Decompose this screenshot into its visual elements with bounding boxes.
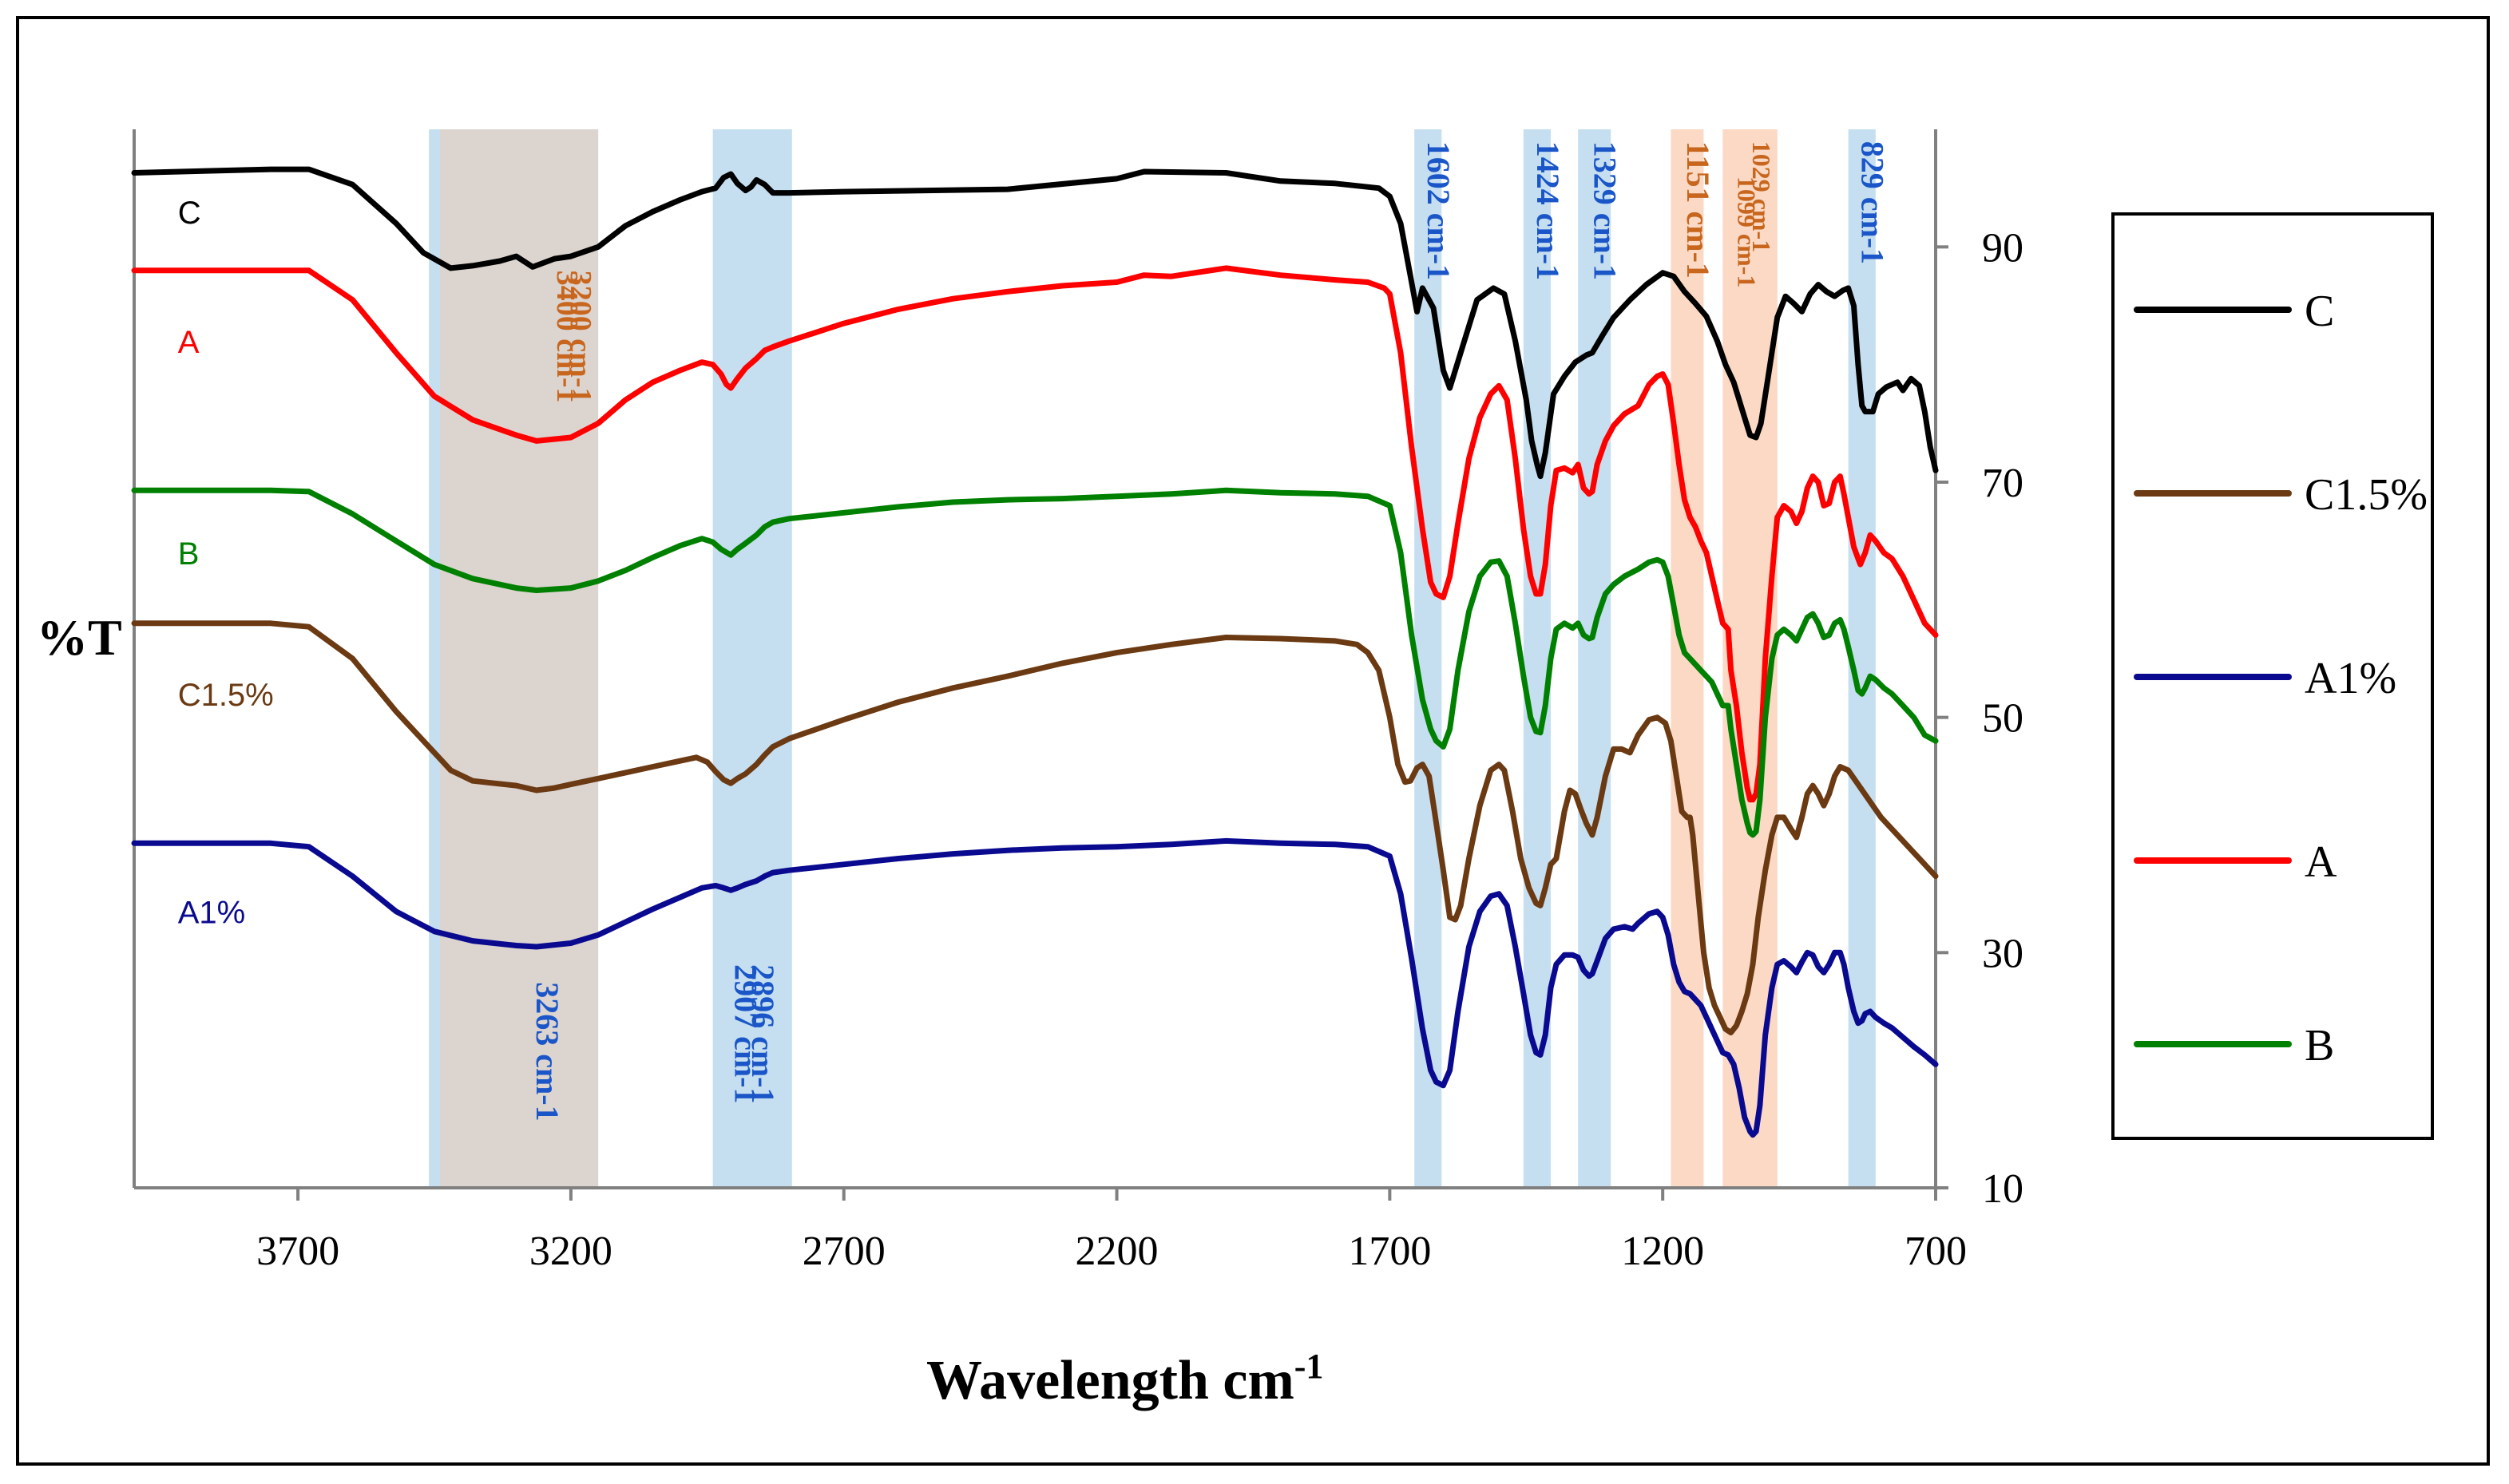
series-line-c1-5pct: [131, 620, 1939, 1035]
peak-annotation-9: 1099 cm-1: [1733, 176, 1762, 288]
series-line-a: [131, 265, 1939, 803]
legend-label-a: A: [2305, 837, 2337, 887]
y-tick-label-50: 50: [1982, 696, 2023, 742]
spectrum-curves: [131, 166, 1939, 1138]
x-tick-label-1700: 1700: [1348, 1229, 1431, 1274]
highlight-band-2: [712, 129, 792, 1188]
peak-annotation-2: 3263 cm-1: [529, 982, 565, 1121]
plot-axes: [133, 129, 1937, 1189]
axis-ticks: 3700 3200 2700 2200 1700 1200 700 10 30 50 70 90: [256, 225, 2023, 1274]
y-tick-label-30: 30: [1982, 931, 2023, 976]
x-axis-title-main: Wavelength cm: [926, 1350, 1294, 1411]
peak-annotation-3: 2907 cm-1: [728, 964, 764, 1103]
series-line-a1pct: [131, 837, 1939, 1138]
legend-label-a1pct: A1%: [2305, 654, 2396, 703]
curve-label-a1pct: A1%: [178, 896, 246, 931]
figure-frame: [16, 16, 2490, 1466]
x-tick-label-2700: 2700: [803, 1229, 886, 1274]
legend-label-c: C: [2305, 287, 2334, 336]
highlight-bands: [429, 129, 1876, 1188]
peak-annotation-5: 1602 cm-1: [1421, 141, 1457, 280]
curve-label-b: B: [178, 536, 200, 572]
y-tick-label-70: 70: [1982, 461, 2023, 506]
series-line-b: [131, 487, 1939, 838]
x-tick-label-3200: 3200: [529, 1229, 612, 1274]
curve-label-c: C: [178, 196, 201, 231]
peak-annotation-6: 1424 cm-1: [1530, 141, 1566, 280]
x-axis-title-sup: -1: [1294, 1347, 1324, 1386]
curve-label-a: A: [178, 325, 200, 360]
y-axis-title: %T: [37, 609, 122, 666]
x-tick-label-700: 700: [1905, 1229, 1967, 1274]
peak-annotation-7: 1329 cm-1: [1587, 141, 1623, 280]
legend: C C1.5% A1% A B: [2111, 212, 2434, 1140]
highlight-band-5: [1578, 129, 1611, 1188]
highlight-band-3: [1414, 129, 1442, 1188]
highlight-band-1: [439, 129, 599, 1188]
peak-annotation-8: 1151 cm-1: [1680, 141, 1716, 279]
x-tick-label-2200: 2200: [1076, 1229, 1159, 1274]
peak-annotation-1: 3400 cm-1: [550, 271, 584, 403]
x-tick-label-3700: 3700: [256, 1229, 339, 1274]
curve-labels: C A B C1.5% A1%: [178, 196, 274, 931]
peak-annotation-0: 3200 cm-1: [564, 271, 597, 403]
peak-annotation-11: 829 cm-1: [1855, 141, 1891, 264]
x-tick-label-1200: 1200: [1621, 1229, 1704, 1274]
y-tick-label-90: 90: [1982, 225, 2023, 271]
legend-label-b: B: [2305, 1021, 2334, 1070]
legend-label-c1-5pct: C1.5%: [2305, 470, 2428, 520]
y-tick-label-10: 10: [1982, 1166, 2023, 1212]
series-line-c: [131, 166, 1939, 480]
peak-annotation-10: 1029 cm-1: [1747, 141, 1776, 253]
x-axis-title: Wavelength cm-1: [926, 1347, 1323, 1411]
curve-label-c1-5pct: C1.5%: [178, 678, 274, 713]
peak-annotation-4: 2896 cm-1: [745, 964, 781, 1103]
